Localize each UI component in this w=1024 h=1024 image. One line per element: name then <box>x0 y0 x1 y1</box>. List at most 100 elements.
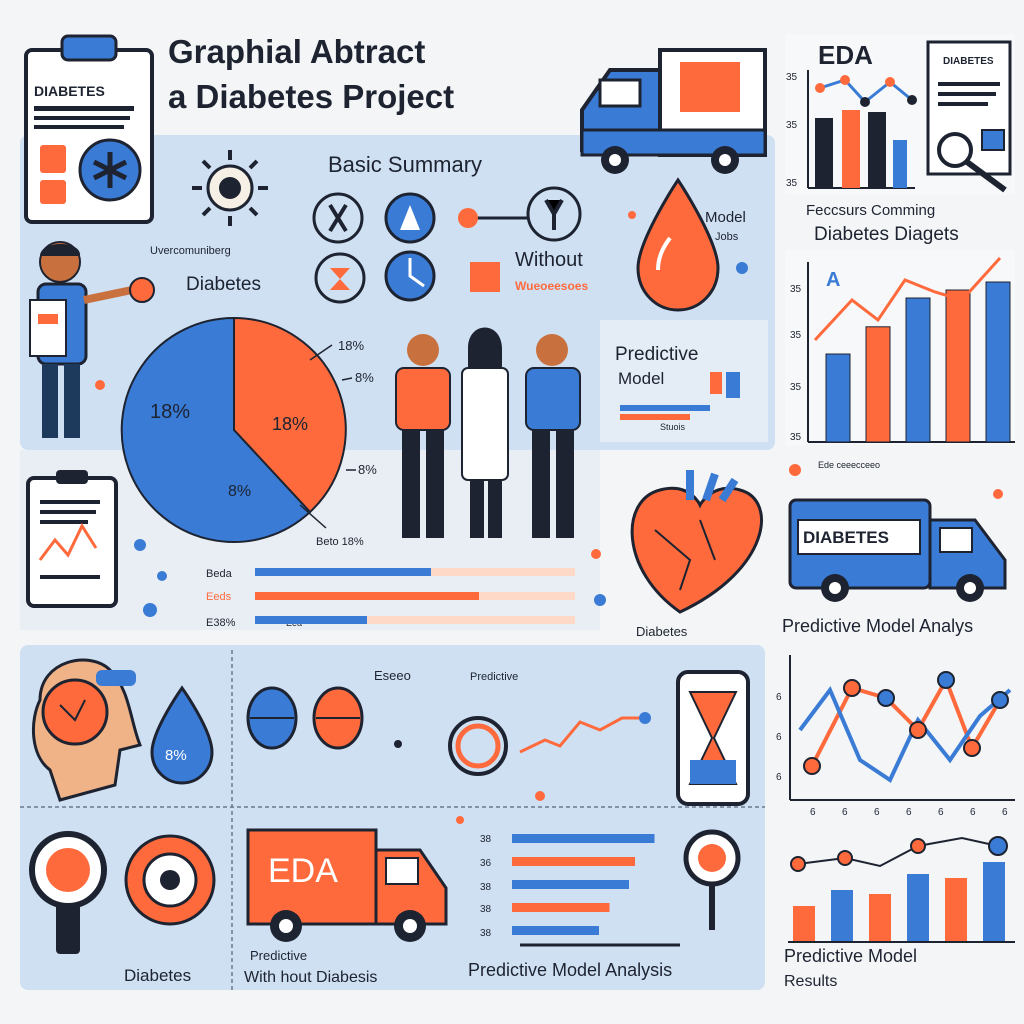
line-series-blue <box>798 686 1012 783</box>
summary-title: Basic Summary <box>328 152 482 177</box>
title-line-1: Graphial Abtract <box>168 33 425 70</box>
hbar-label-2: Eeds <box>206 591 232 603</box>
line-xtick-4: 6 <box>906 807 912 818</box>
summary-label-diabetes: Diabetes <box>186 274 261 295</box>
right-chart-marker: A <box>826 269 840 291</box>
clipboard-diabetes-icon: DIABETES <box>24 34 154 224</box>
line-ytick-3: 6 <box>776 772 782 783</box>
line-xticks: 6 6 6 6 6 6 6 <box>810 807 1008 818</box>
progress-bars <box>255 568 575 624</box>
hbar-label-1: Beda <box>206 568 233 580</box>
eda-subtitle-1: Feccsurs Comming <box>806 202 935 219</box>
right-chart-bar-5 <box>985 281 1011 443</box>
bottom-bar-1 <box>512 834 655 843</box>
right-chart-ytick-1: 35 <box>790 284 802 295</box>
eda-title: EDA <box>818 40 873 70</box>
bottom-bar-3 <box>512 880 629 889</box>
drop-text: 8% <box>165 747 187 764</box>
pie-callout-2: 8% <box>355 370 374 385</box>
line-xtick-2: 6 <box>842 807 848 818</box>
eda-bar-4 <box>893 140 907 188</box>
pie-chart <box>120 316 347 543</box>
target-ring-icon <box>448 716 508 776</box>
results-bar-5 <box>945 878 967 942</box>
blood-drop-icon <box>636 177 720 312</box>
diabetes-van-icon <box>788 498 1007 602</box>
eda-ytick-3: 35 <box>786 178 798 189</box>
gear-icon <box>192 150 268 226</box>
line-xtick-7: 6 <box>1002 807 1008 818</box>
bottom-bar-2 <box>512 857 635 866</box>
summary-label-without: Without <box>515 249 583 271</box>
summary-label-small: Uvercomuniberg <box>150 245 231 257</box>
pie-slice-blue <box>120 316 312 543</box>
pie-callout-4: Beto 18% <box>316 536 364 548</box>
decorative-dots <box>95 211 1003 824</box>
person-presenter-icon <box>29 241 155 438</box>
predictive-line-2: Model <box>618 369 664 388</box>
document-magnifier-icon <box>926 40 1012 193</box>
model-sublabel: Jobs <box>715 231 739 243</box>
bottom-panel-bg <box>20 645 765 990</box>
pie-center-left: 18% <box>150 401 190 423</box>
water-drop-icon <box>150 685 214 785</box>
results-bars <box>793 862 1005 942</box>
three-people-icon <box>395 327 581 538</box>
title-line-2: a Diabetes Project <box>168 78 454 115</box>
bottom-bar-label-4: 38 <box>480 904 492 915</box>
bottom-with-label: With hout Diabesis <box>244 969 377 986</box>
results-bar-4 <box>907 874 929 942</box>
model-label: Model <box>705 209 746 226</box>
right-chart-bar-1 <box>825 353 851 443</box>
eda-bar-2 <box>842 110 860 188</box>
line-xtick-5: 6 <box>938 807 944 818</box>
progress-track-3 <box>255 616 575 624</box>
phone-hourglass-icon <box>676 670 750 806</box>
line-ytick-2: 6 <box>776 732 782 743</box>
predictive-line-1: Predictive <box>615 344 698 365</box>
clipboard-label: DIABETES <box>34 83 105 99</box>
pill-icons <box>246 686 364 750</box>
head-heart-icon <box>31 658 143 802</box>
eda-van-label: EDA <box>268 852 338 890</box>
settings-gear-icon <box>124 834 216 926</box>
line-xtick-3: 6 <box>874 807 880 818</box>
results-bar-3 <box>869 894 891 942</box>
right-chart-trend-line <box>813 256 1002 342</box>
right-chart-footer: Ede ceeecceeo <box>818 460 880 470</box>
predictive-small: Stuois <box>660 422 686 432</box>
right-chart-bar-3 <box>905 297 931 443</box>
right-chart-bars <box>825 281 1011 443</box>
van-right-label: DIABETES <box>803 528 889 547</box>
bottom-bars <box>512 834 655 935</box>
right-chart-ytick-2: 35 <box>790 330 802 341</box>
pie-callout-1: 18% <box>338 338 364 353</box>
heart-icon <box>630 470 763 614</box>
line-xtick-1: 6 <box>810 807 816 818</box>
eda-doc-label: DIABETES <box>943 56 994 67</box>
heart-label: Diabetes <box>636 624 688 639</box>
bottom-bar-label-1: 38 <box>480 834 492 845</box>
bottom-diabetes-label: Diabetes <box>124 966 191 985</box>
right-chart-bar-4 <box>945 289 971 443</box>
pie-center-right: 18% <box>272 414 308 434</box>
line-points <box>803 671 1009 775</box>
predictive-top-label: Predictive <box>470 671 518 683</box>
right-chart-ytick-3: 35 <box>790 382 802 393</box>
eda-ytick-1: 35 <box>786 72 798 83</box>
bottom-bar-label-5: 38 <box>480 928 492 939</box>
bottom-predictive-analysis: Predictive Model Analysis <box>468 960 672 980</box>
bottom-predictive-small: Predictive <box>250 948 307 963</box>
trend-squiggle <box>519 716 648 754</box>
eseg-label: Eseeo <box>374 668 411 683</box>
line-chart-axis <box>789 655 1015 801</box>
pie-center-bottom: 8% <box>228 483 251 500</box>
eda-line-points <box>815 75 917 107</box>
magnifier-icon <box>29 831 107 954</box>
results-bar-1 <box>793 906 815 942</box>
progress-fill-3 <box>255 616 367 624</box>
progress-fill-1 <box>255 568 431 576</box>
progress-fill-2 <box>255 592 479 600</box>
van-right-caption: Predictive Model Analys <box>782 616 973 636</box>
